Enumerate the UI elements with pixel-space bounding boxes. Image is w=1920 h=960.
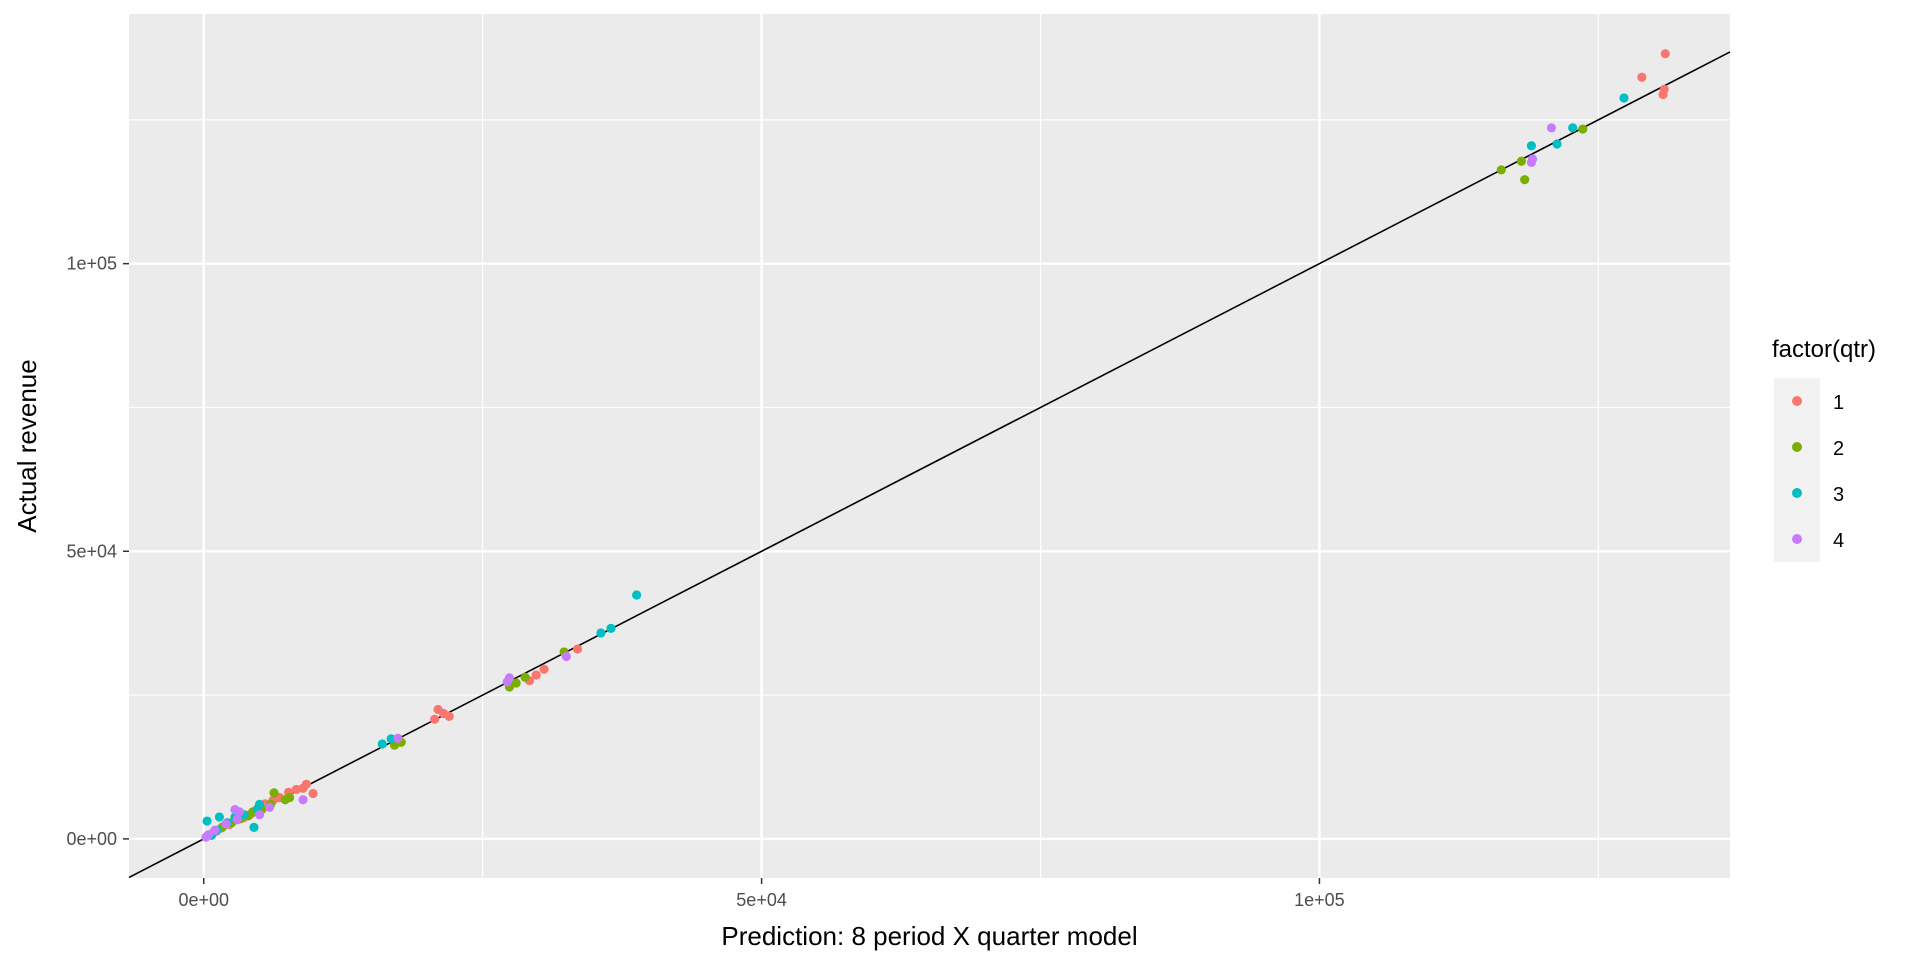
data-point xyxy=(254,810,265,820)
data-point xyxy=(202,816,212,826)
data-point xyxy=(269,788,279,798)
data-point xyxy=(386,734,396,744)
legend-swatch-3 xyxy=(1792,488,1802,498)
data-point xyxy=(502,677,512,687)
data-point xyxy=(444,711,454,721)
legend-title: factor(qtr) xyxy=(1772,336,1876,363)
data-point xyxy=(1637,72,1647,82)
legend: factor(qtr) 1 2 3 4 xyxy=(1772,336,1876,562)
data-point xyxy=(1546,123,1557,133)
data-points xyxy=(201,49,1670,842)
data-point xyxy=(234,807,245,817)
data-point xyxy=(511,678,521,688)
legend-swatch-1 xyxy=(1792,396,1802,406)
data-point xyxy=(1660,49,1670,59)
data-point xyxy=(280,795,290,805)
data-point xyxy=(1658,89,1668,100)
data-point xyxy=(298,795,308,805)
data-point xyxy=(291,784,301,795)
data-point xyxy=(539,664,549,674)
data-point xyxy=(201,832,211,842)
y-tick-label: 1e+05 xyxy=(66,254,117,274)
data-point xyxy=(1496,165,1506,175)
data-point xyxy=(606,623,616,633)
data-point xyxy=(531,670,541,680)
x-axis-title: Prediction: 8 period X quarter model xyxy=(721,921,1137,951)
legend-label-4: 4 xyxy=(1833,530,1844,552)
x-tick-label: 1e+05 xyxy=(1294,890,1345,910)
data-point xyxy=(1520,175,1530,185)
y-axis-title: Actual revenue xyxy=(12,359,42,532)
y-axis: 0e+00 5e+04 1e+05 xyxy=(66,254,129,849)
data-point xyxy=(210,825,220,835)
legend-swatch-2 xyxy=(1792,442,1802,452)
data-point xyxy=(264,802,275,812)
data-point xyxy=(561,651,571,662)
x-tick-label: 5e+04 xyxy=(736,890,787,910)
data-point xyxy=(520,672,530,682)
data-point xyxy=(430,714,440,724)
data-point xyxy=(1526,141,1537,151)
data-point xyxy=(214,812,224,822)
x-tick-label: 0e+00 xyxy=(178,890,229,910)
data-point xyxy=(1526,157,1537,168)
data-point xyxy=(221,819,231,829)
data-point xyxy=(1516,156,1526,166)
legend-label-1: 1 xyxy=(1833,392,1844,414)
minor-gridlines xyxy=(129,14,1730,878)
data-point xyxy=(308,788,318,799)
data-point xyxy=(1552,139,1562,149)
data-point xyxy=(632,590,642,600)
data-point xyxy=(1568,123,1578,133)
y-tick-label: 0e+00 xyxy=(66,829,117,849)
data-point xyxy=(1619,93,1629,103)
data-point xyxy=(1578,124,1588,134)
data-point xyxy=(232,814,242,824)
data-point xyxy=(596,628,606,638)
legend-swatch-4 xyxy=(1792,534,1802,544)
legend-label-2: 2 xyxy=(1833,438,1844,460)
legend-items: 1 2 3 4 xyxy=(1774,378,1844,562)
plot-panel xyxy=(129,14,1730,878)
series-4-points xyxy=(201,123,1557,842)
data-point xyxy=(249,822,259,832)
y-tick-label: 5e+04 xyxy=(66,541,117,561)
legend-label-3: 3 xyxy=(1833,484,1844,506)
x-axis: 0e+00 5e+04 1e+05 xyxy=(178,878,1345,910)
data-point xyxy=(377,739,387,749)
major-gridlines xyxy=(129,14,1730,878)
data-point xyxy=(393,733,403,743)
data-point xyxy=(572,644,583,654)
